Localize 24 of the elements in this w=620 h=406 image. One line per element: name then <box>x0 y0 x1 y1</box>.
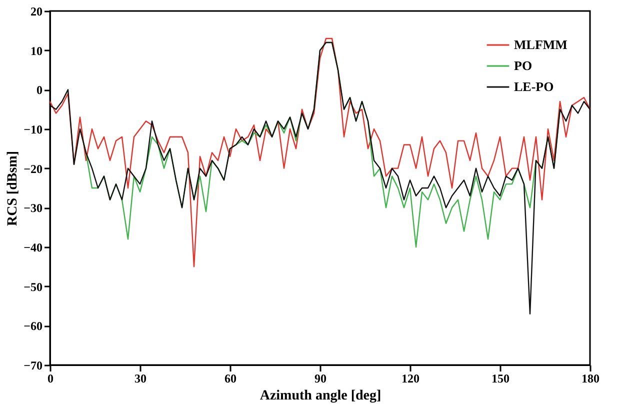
x-tick-label: 60 <box>224 372 236 386</box>
x-tick-label: 150 <box>492 372 510 386</box>
x-tick-label: 180 <box>582 372 600 386</box>
line-series <box>49 42 591 314</box>
y-tick-label: −40 <box>24 240 42 254</box>
y-tick-label: −70 <box>24 358 42 372</box>
legend-label: LE-PO <box>514 79 554 94</box>
x-tick-label: 90 <box>314 372 326 386</box>
line-series <box>49 38 591 268</box>
y-tick-label: −50 <box>24 280 42 294</box>
y-tick-label: 20 <box>30 4 42 18</box>
x-tick-label: 120 <box>402 372 420 386</box>
y-tick-label: 0 <box>36 83 42 98</box>
legend-label: PO <box>514 58 532 73</box>
x-axis-title: Azimuth angle [deg] <box>260 388 382 404</box>
y-axis-title: RCS [dBsm] <box>6 150 21 226</box>
y-tick-label: −20 <box>24 162 42 176</box>
legend-label: MLFMM <box>514 37 568 52</box>
y-tick-label: −30 <box>24 201 42 216</box>
y-tick-label: −10 <box>24 122 42 136</box>
y-tick-label: 10 <box>30 44 42 58</box>
y-tick-label: −60 <box>24 319 42 334</box>
x-tick-label: 30 <box>134 372 146 386</box>
x-tick-label: 0 <box>48 372 54 386</box>
